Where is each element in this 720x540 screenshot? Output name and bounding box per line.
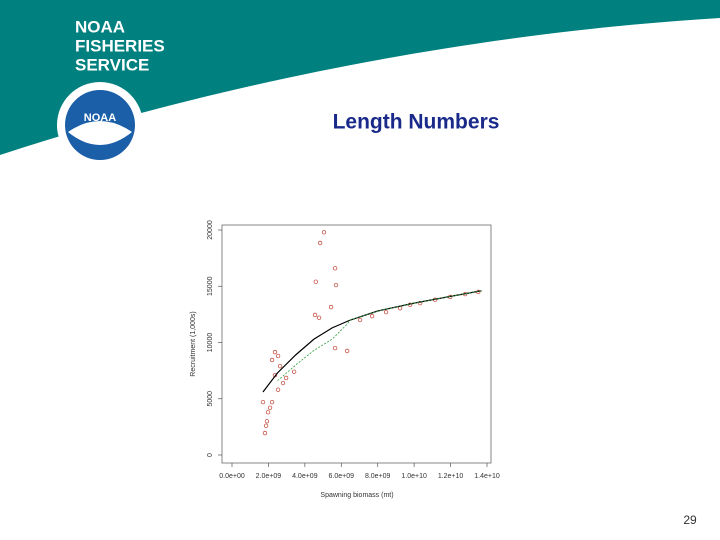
data-point	[332, 266, 338, 271]
data-point	[262, 430, 268, 436]
x-tick-label: 6.0e+09	[329, 473, 355, 480]
data-point	[312, 312, 318, 318]
data-point	[275, 353, 281, 359]
data-point	[333, 282, 339, 288]
data-point	[313, 279, 318, 284]
data-point	[332, 345, 338, 351]
y-tick-label: 10000	[207, 333, 214, 353]
data-point	[344, 348, 350, 354]
fit-line	[262, 290, 482, 393]
x-tick-label: 1.0e+10	[401, 473, 427, 480]
x-tick-label: 1.2e+10	[438, 473, 464, 480]
y-tick-label: 5000	[207, 391, 214, 407]
y-axis-title: Recruitment (1,000s)	[190, 311, 197, 376]
x-tick-label: 2.0e+09	[256, 473, 282, 480]
data-point	[275, 387, 281, 392]
data-point	[291, 369, 297, 374]
data-point	[357, 317, 363, 323]
x-tick-label: 0.0e+00	[219, 473, 245, 480]
data-point	[383, 309, 389, 315]
data-point	[264, 419, 270, 424]
fit-line	[277, 290, 482, 382]
data-point	[269, 399, 275, 405]
data-point	[283, 375, 289, 381]
y-tick-label: 0	[207, 453, 214, 457]
slide-title: Length Numbers	[333, 111, 500, 134]
data-point	[269, 357, 275, 363]
data-point	[318, 240, 323, 246]
data-point	[267, 405, 273, 410]
data-point	[321, 230, 327, 235]
data-point	[316, 315, 322, 320]
data-point	[277, 363, 283, 369]
x-tick-label: 4.0e+09	[292, 473, 318, 480]
data-point	[260, 399, 266, 405]
data-point	[272, 349, 278, 355]
x-tick-label: 1.4e+10	[474, 473, 500, 480]
header-band	[0, 0, 720, 155]
data-point	[328, 304, 334, 310]
x-axis-title: Spawning biomass (mt)	[320, 492, 393, 499]
y-tick-label: 15000	[207, 276, 214, 296]
logo-gull	[68, 121, 132, 145]
plot-frame	[221, 224, 492, 464]
data-point	[280, 380, 286, 386]
logo-line: FISHERIES	[75, 36, 165, 55]
data-point	[263, 423, 269, 428]
x-tick-label: 8.0e+09	[365, 473, 391, 480]
data-point	[369, 313, 375, 319]
data-point	[418, 300, 423, 306]
logo-line: SERVICE	[75, 55, 149, 74]
data-point	[265, 410, 271, 415]
y-tick-label: 20000	[207, 220, 214, 240]
logo-line: NOAA	[75, 17, 125, 36]
page-number: 29	[683, 513, 697, 527]
logo-badge: NOAA	[84, 112, 116, 124]
